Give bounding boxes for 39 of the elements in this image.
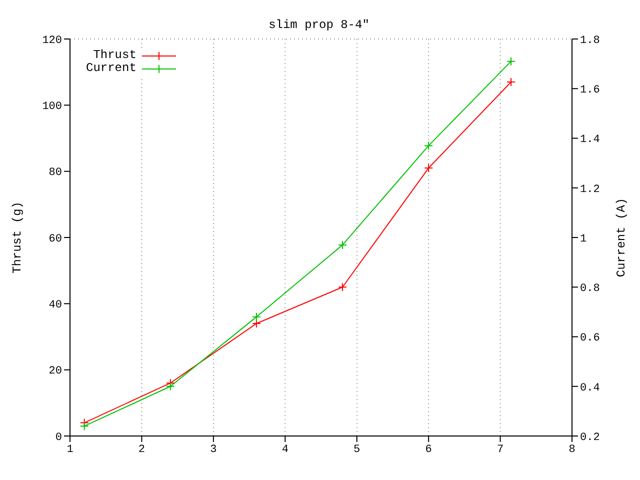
y-tick-label: 20	[48, 366, 62, 378]
point	[252, 312, 261, 322]
y2-tick-label: 0.4	[580, 382, 600, 394]
y2-tick-label: 0.8	[580, 283, 600, 296]
x-tick-label: 7	[496, 444, 504, 456]
y2-tick-label: 0.2	[580, 432, 600, 444]
y2-tick-label: 0.6	[580, 332, 600, 345]
chart-title: slim prop 8-4"	[268, 18, 370, 32]
y-tick-label: 80	[48, 167, 62, 180]
x-tick-label: 5	[354, 444, 360, 456]
y-tick-label: 100	[42, 101, 62, 114]
y2-tick-label: 1.4	[580, 134, 600, 146]
legend-label: Current	[86, 61, 136, 75]
y-axis-title: Thrust (g)	[10, 201, 24, 274]
y2-tick-label: 1.8	[580, 34, 600, 47]
y2-tick-label: 1.2	[580, 184, 600, 196]
x-tick-label: 1	[66, 444, 74, 456]
point	[424, 164, 434, 173]
y2-axis-title: Current (A)	[614, 198, 628, 278]
legend-label: Thrust	[93, 48, 136, 62]
y-tick-label: 0	[55, 432, 62, 444]
y2-tick-label: 1	[580, 233, 587, 246]
point	[252, 319, 261, 328]
x-tick-label: 3	[210, 444, 217, 456]
x-tick-label: 6	[425, 444, 432, 456]
point	[506, 56, 516, 66]
x-tick-label: 4	[282, 444, 289, 456]
x-tick-label: 2	[138, 444, 146, 456]
y-tick-label: 120	[42, 34, 62, 47]
point	[338, 282, 348, 292]
point	[506, 78, 516, 87]
point	[166, 382, 175, 391]
point	[80, 422, 89, 431]
y-tick-label: 60	[48, 233, 62, 246]
y-tick-label: 40	[48, 300, 62, 312]
point	[338, 240, 348, 250]
point	[424, 141, 434, 150]
y2-tick-label: 1.6	[580, 84, 600, 97]
x-tick-label: 8	[568, 444, 576, 456]
